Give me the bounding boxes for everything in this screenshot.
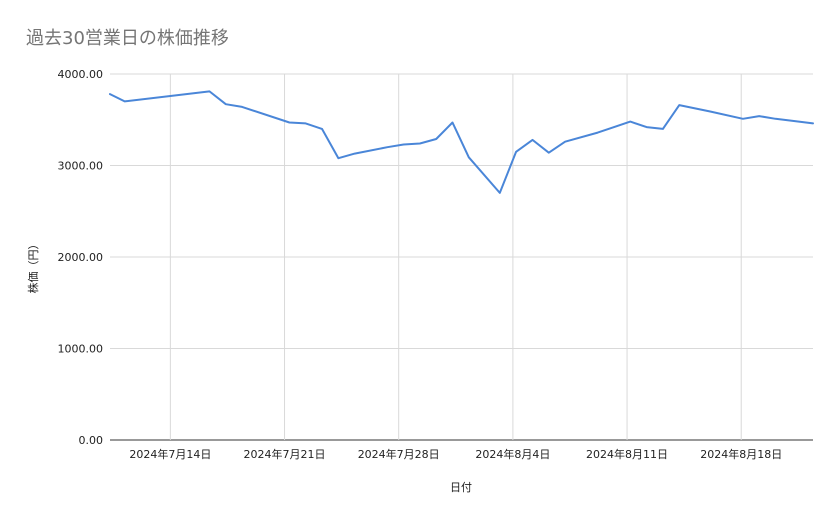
x-axis-ticks: 2024年7月14日 2024年7月21日 2024年7月28日 2024年8月4日 2… — [129, 447, 782, 461]
y-tick-label: 4000.00 — [58, 68, 104, 81]
x-tick-label: 2024年7月21日 — [244, 447, 326, 461]
gridlines — [110, 73, 813, 441]
y-axis-title: 株価（円） — [26, 239, 40, 294]
x-tick-label: 2024年8月18日 — [700, 447, 782, 461]
y-tick-label: 1000.00 — [58, 343, 104, 356]
x-tick-label: 2024年7月28日 — [358, 447, 440, 461]
chart-title: 過去30営業日の株価推移 — [26, 28, 229, 49]
x-axis-title: 日付 — [450, 481, 472, 494]
x-tick-label: 2024年8月4日 — [475, 447, 550, 461]
series-layer — [109, 90, 814, 194]
y-tick-label: 2000.00 — [58, 251, 104, 264]
x-tick-label: 2024年8月11日 — [586, 447, 668, 461]
y-axis-ticks: 0.00 1000.00 2000.00 3000.00 4000.00 — [58, 68, 104, 447]
x-tick-label: 2024年7月14日 — [129, 447, 211, 461]
y-tick-label: 3000.00 — [58, 160, 104, 173]
series-line — [109, 90, 814, 194]
y-tick-label: 0.00 — [79, 434, 104, 447]
